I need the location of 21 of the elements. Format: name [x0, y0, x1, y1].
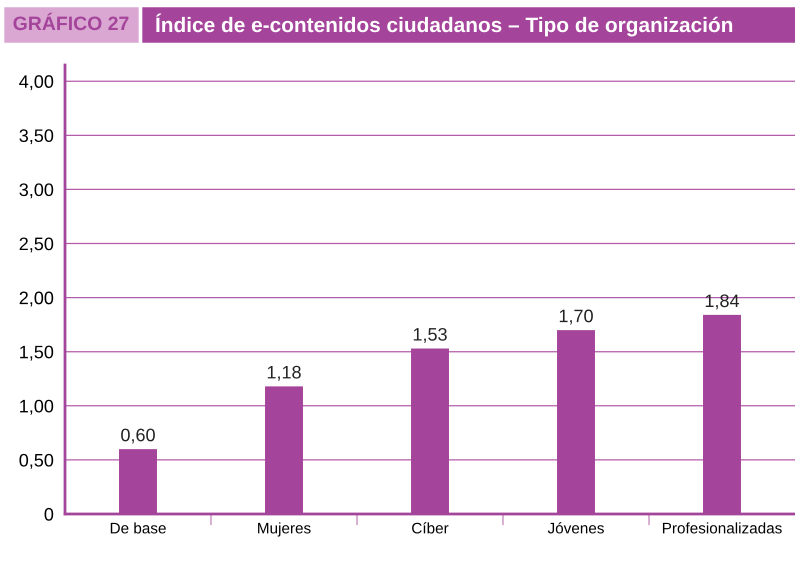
- y-tick-label: 0,50: [19, 454, 54, 469]
- x-tick-label: Mujeres: [258, 522, 311, 537]
- x-tick-label: Cíber: [412, 522, 448, 534]
- data-label: 1,70: [560, 310, 593, 324]
- data-label: 1,53: [414, 328, 447, 343]
- data-label: 0,60: [121, 428, 155, 444]
- x-tick-label: Jóvenes: [548, 522, 604, 534]
- data-label: 1,18: [268, 366, 301, 381]
- y-tick-label: 2,00: [20, 292, 54, 306]
- y-tick-label: 3,50: [19, 129, 54, 144]
- y-tick-label: 2,50: [20, 237, 54, 252]
- y-tick-label: 4,00: [19, 75, 54, 90]
- data-label: 1,84: [706, 294, 740, 310]
- y-tick-label: 1,50: [20, 346, 54, 361]
- x-tick-label: De base: [110, 522, 166, 534]
- y-tick-label: 3,00: [19, 183, 54, 198]
- y-tick-label: 0: [44, 508, 54, 521]
- chart-title: Índice de e-contenidos ciudadanos – Tipo de organización: [156, 14, 732, 36]
- x-tick-label: Profesionalizadas: [662, 522, 782, 534]
- text: GRÁFICO 27: [13, 12, 128, 30]
- y-tick-label: 1,00: [20, 400, 54, 415]
